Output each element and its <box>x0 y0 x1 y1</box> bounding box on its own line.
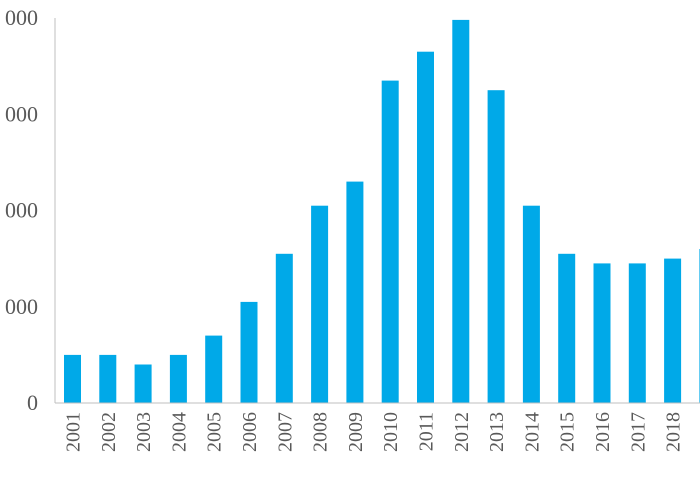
bar-2018 <box>664 258 682 403</box>
x-tick-label: 2002 <box>98 412 120 452</box>
x-tick-label: 2008 <box>310 412 332 452</box>
y-tick-label: 000 <box>5 294 38 319</box>
bar-2017 <box>628 263 646 403</box>
x-tick-label: 2016 <box>592 412 614 452</box>
bar-2006 <box>240 301 258 403</box>
bar-2007 <box>275 253 293 403</box>
y-tick-label: 000 <box>5 101 38 126</box>
bar-2014 <box>522 205 540 403</box>
x-tick-label: 2009 <box>345 412 367 452</box>
bar-2011 <box>417 51 434 403</box>
bar-2013 <box>487 90 505 403</box>
bar-2004 <box>169 354 187 403</box>
bar-2016 <box>593 263 611 403</box>
bar-2005 <box>205 335 223 403</box>
x-tick-label: 2019 <box>698 412 700 452</box>
bar-2001 <box>64 354 81 403</box>
x-tick-label: 2017 <box>627 412 649 452</box>
bar-2003 <box>134 364 152 403</box>
y-tick-label: 000 <box>5 198 38 223</box>
x-tick-label: 2015 <box>557 412 579 452</box>
x-tick-label: 2007 <box>274 412 296 452</box>
bar-2010 <box>381 80 399 403</box>
y-tick-label: 0 <box>27 390 38 415</box>
x-tick-label: 2012 <box>451 412 473 452</box>
x-tick-label: 2006 <box>239 412 261 452</box>
bar-2002 <box>99 354 117 403</box>
x-tick-label: 2003 <box>133 412 155 452</box>
bar-2008 <box>311 205 329 403</box>
x-tick-label: 2011 <box>416 412 438 451</box>
bar-2012 <box>452 19 470 404</box>
bar-2015 <box>558 253 576 403</box>
x-tick-label: 2004 <box>168 412 190 452</box>
y-tick-label: 000 <box>5 5 38 30</box>
x-tick-label: 2013 <box>486 412 508 452</box>
x-tick-label: 2005 <box>204 412 226 452</box>
x-tick-label: 2014 <box>521 412 543 452</box>
x-tick-label: 2018 <box>663 412 685 452</box>
x-tick-label: 2001 <box>63 412 85 452</box>
bars-group <box>64 19 700 404</box>
x-tick-label: 2010 <box>380 412 402 452</box>
bar-2009 <box>346 181 364 403</box>
x-tick-labels: 2001 2002 2003 2004 2005 2006 2007 2008 2009 2010… <box>63 412 700 452</box>
